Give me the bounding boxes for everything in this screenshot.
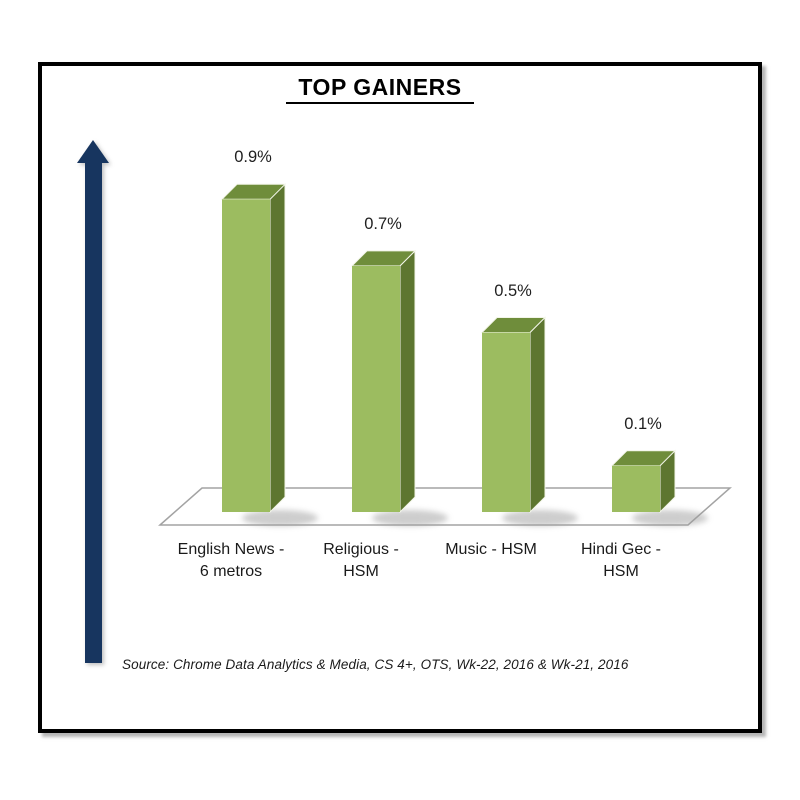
- up-arrow-shaft: [85, 161, 102, 663]
- bar-chart-canvas: [158, 183, 732, 526]
- bar-side-face: [269, 183, 286, 514]
- bar-front-face: [612, 465, 660, 512]
- category-label: Hindi Gec - HSM: [551, 539, 691, 583]
- category-label: Religious - HSM: [291, 539, 431, 583]
- category-label: English News - 6 metros: [161, 539, 301, 583]
- bar-shadow: [502, 510, 578, 526]
- category-label: Music - HSM: [421, 539, 561, 561]
- category-label-line: Religious -: [323, 541, 399, 558]
- bar-shadow: [242, 510, 318, 526]
- bar-front-face: [352, 265, 400, 512]
- value-label: 0.7%: [364, 214, 402, 233]
- bar-side-face: [529, 316, 546, 514]
- bar: [610, 449, 708, 526]
- bar: [220, 183, 318, 526]
- bar-side-face: [399, 249, 416, 514]
- chart-bars: [220, 183, 708, 526]
- category-label-line: Music - HSM: [445, 541, 537, 558]
- category-label-line: HSM: [343, 563, 379, 580]
- bar-shadow: [632, 510, 708, 526]
- up-arrow-head: [77, 140, 109, 163]
- category-label-line: English News -: [177, 541, 285, 558]
- category-label-line: HSM: [603, 563, 639, 580]
- bar-shadow: [372, 510, 448, 526]
- chart-frame: TOP GAINERS 0.9% English News - 6 metros 0.…: [38, 62, 762, 733]
- bar-front-face: [222, 199, 270, 513]
- value-label: 0.5%: [494, 281, 532, 300]
- value-label: 0.9%: [234, 148, 272, 167]
- source-note: Source: Chrome Data Analytics & Media, C…: [122, 657, 629, 672]
- value-label: 0.1%: [624, 414, 662, 433]
- category-label-line: Hindi Gec -: [580, 541, 662, 558]
- category-label-line: 6 metros: [199, 563, 263, 580]
- chart-title: TOP GAINERS: [42, 74, 718, 104]
- bar-front-face: [482, 332, 530, 512]
- bar: [480, 316, 578, 526]
- chart-title-text: TOP GAINERS: [286, 74, 474, 104]
- bar: [350, 249, 448, 526]
